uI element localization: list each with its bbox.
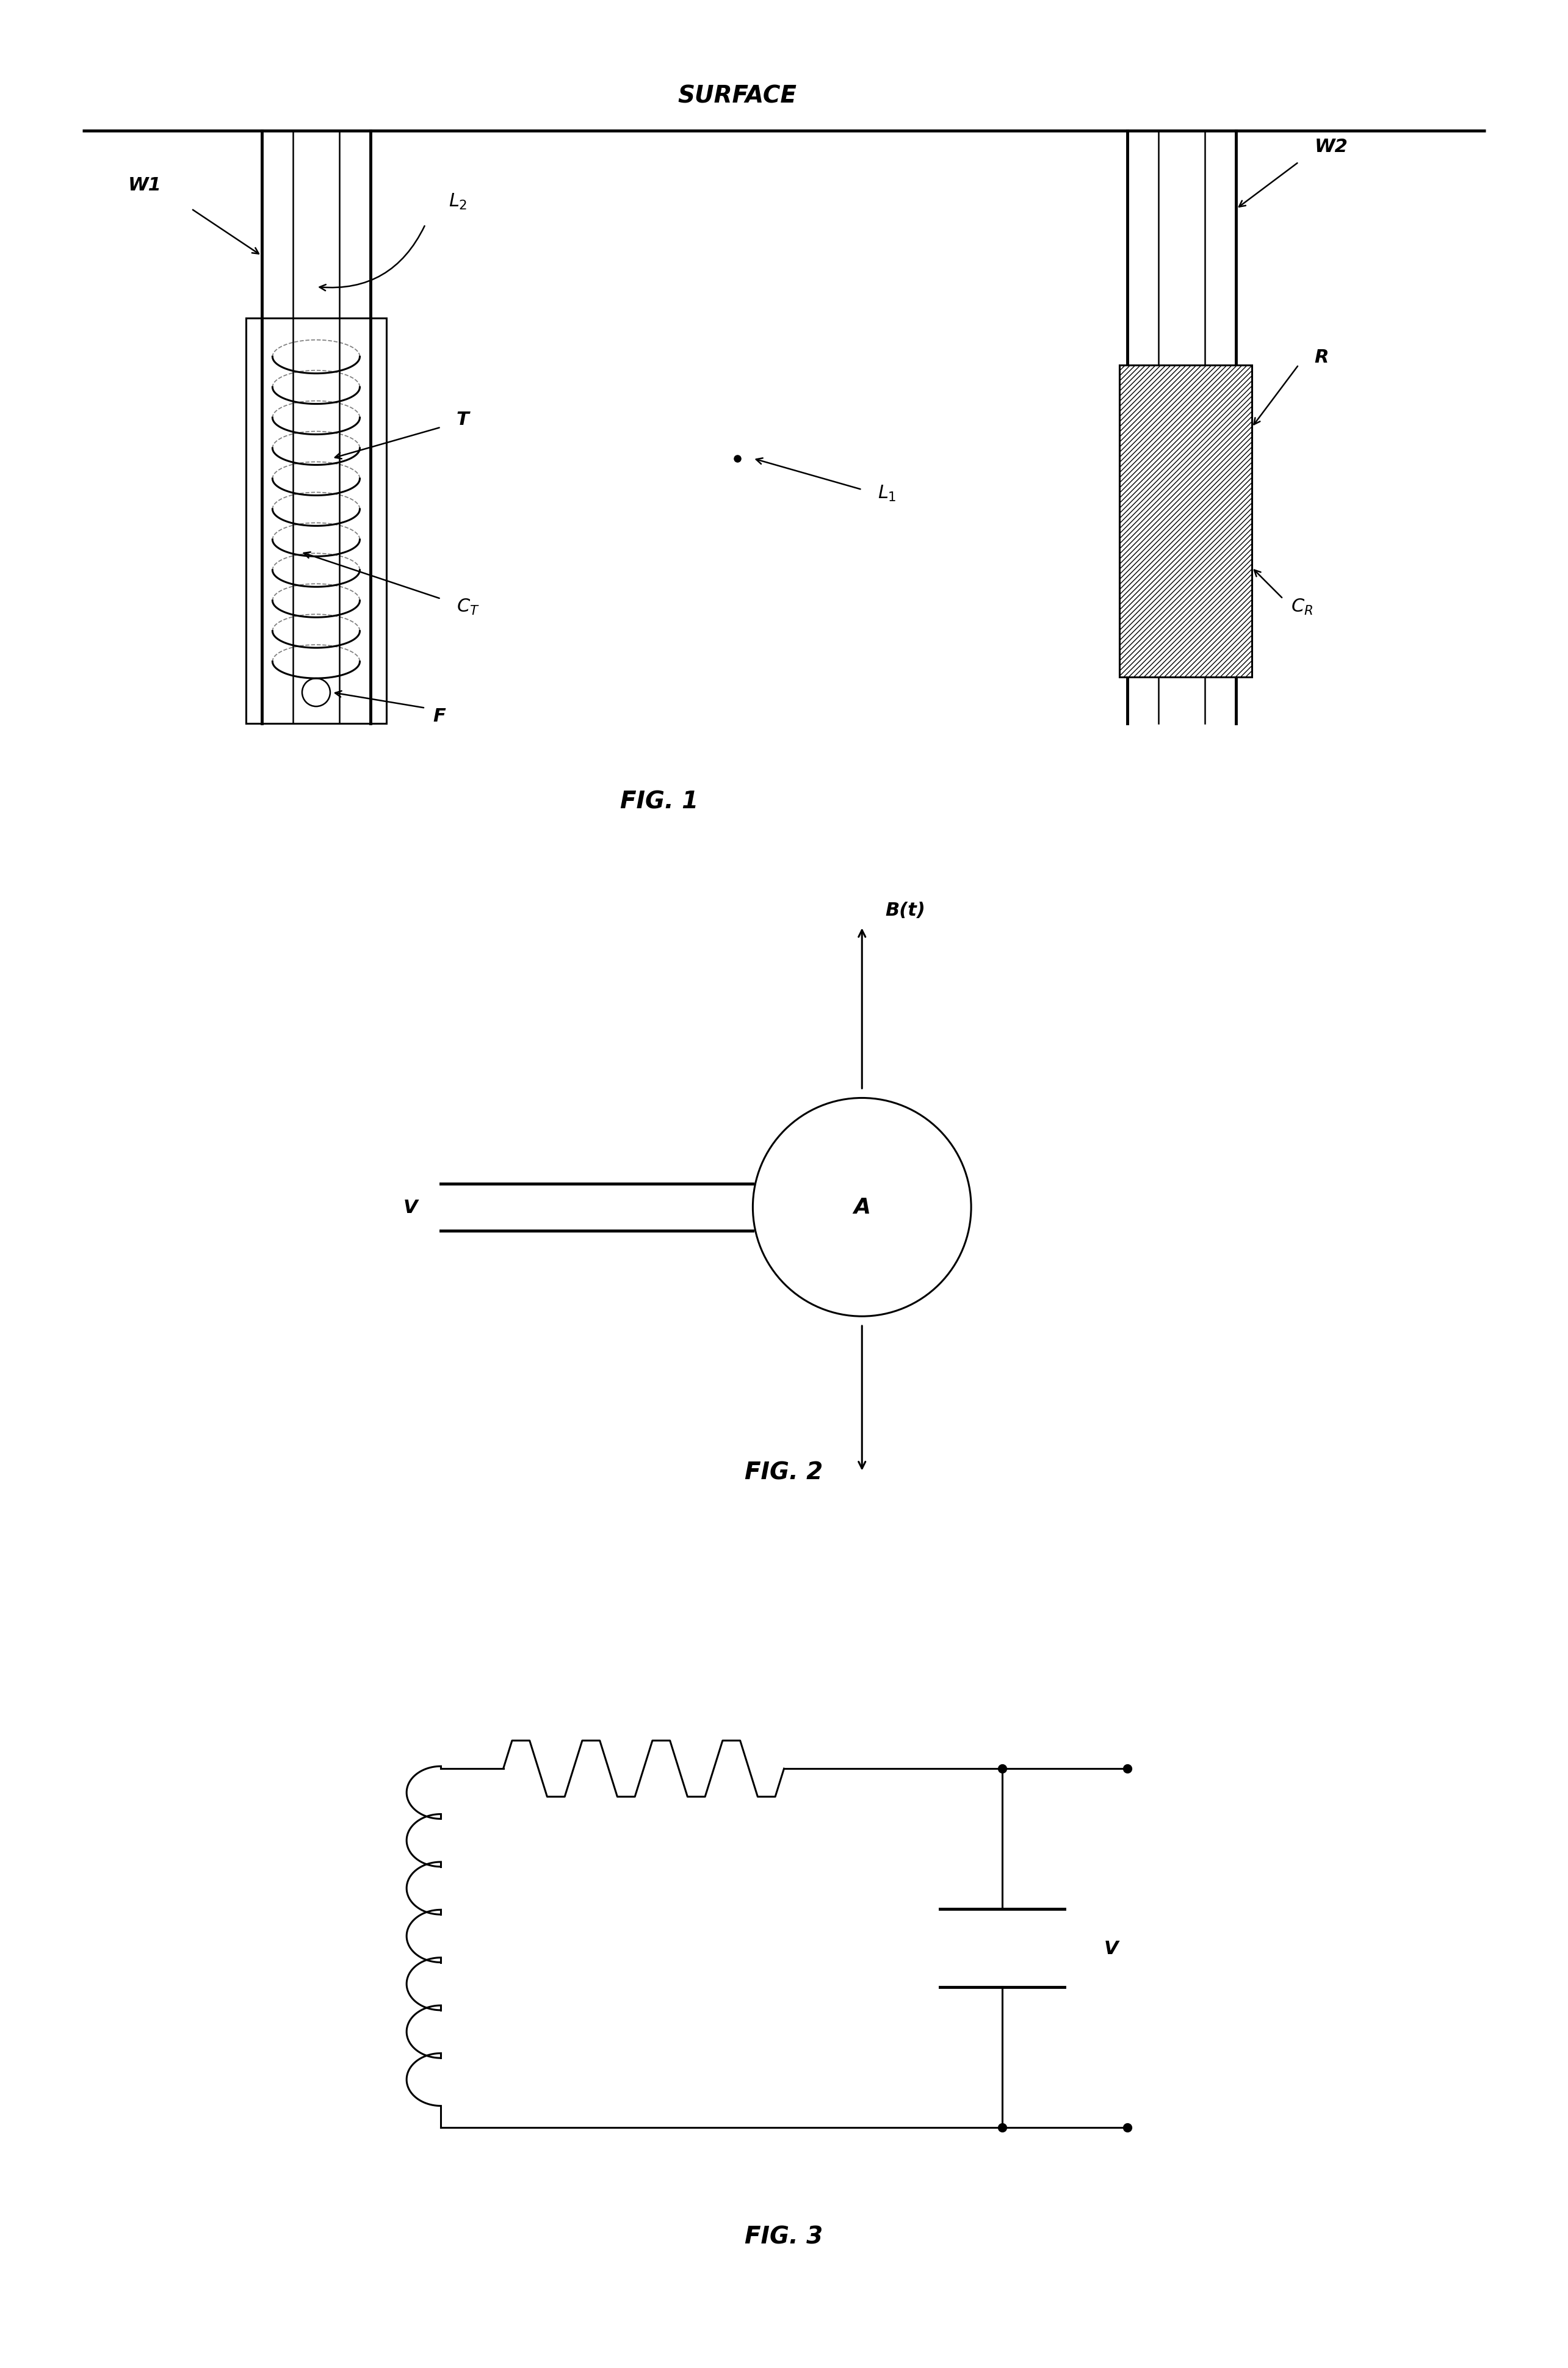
Text: W1: W1 (129, 175, 162, 194)
Text: $C_R$: $C_R$ (1290, 597, 1312, 616)
Text: F: F (433, 708, 445, 725)
Text: FIG. 2: FIG. 2 (745, 1461, 823, 1485)
Text: $L_2$: $L_2$ (448, 192, 467, 211)
Text: $C_T$: $C_T$ (456, 597, 480, 616)
Text: SURFACE: SURFACE (677, 85, 797, 109)
Text: W2: W2 (1314, 137, 1348, 156)
Text: B(t): B(t) (886, 902, 925, 919)
Text: T: T (456, 412, 469, 429)
Text: FIG. 3: FIG. 3 (745, 2226, 823, 2247)
Text: $L_1$: $L_1$ (878, 483, 897, 502)
Text: A: A (853, 1196, 870, 1217)
Text: V: V (1104, 1939, 1118, 1956)
Text: FIG. 1: FIG. 1 (619, 791, 698, 815)
Text: R: R (1314, 348, 1328, 367)
Bar (246, 320, 386, 725)
Bar (1120, 365, 1251, 677)
Text: V: V (403, 1198, 417, 1217)
